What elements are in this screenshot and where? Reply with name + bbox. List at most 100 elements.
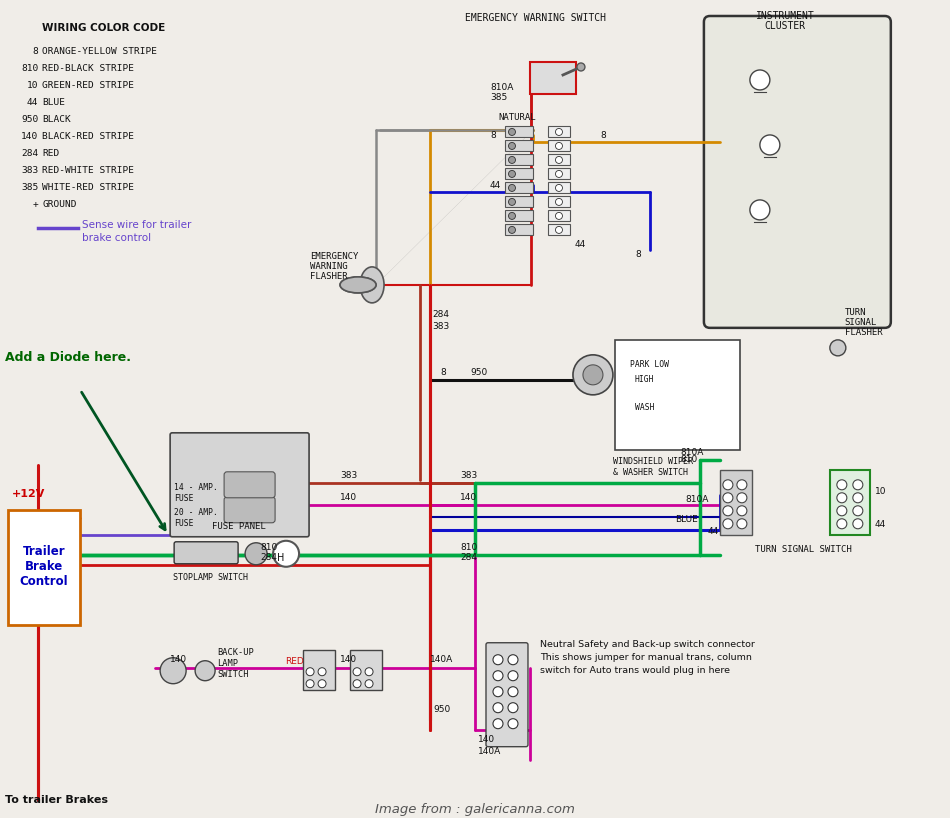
Text: 44: 44 (575, 240, 586, 249)
Text: BLACK: BLACK (42, 115, 71, 124)
Circle shape (760, 135, 780, 155)
Text: SIGNAL: SIGNAL (845, 318, 877, 327)
Text: 385: 385 (490, 93, 507, 102)
Circle shape (508, 128, 516, 136)
FancyBboxPatch shape (224, 497, 276, 523)
FancyBboxPatch shape (174, 542, 238, 564)
Text: 140: 140 (478, 735, 495, 744)
Circle shape (508, 654, 518, 665)
Ellipse shape (360, 267, 384, 303)
Bar (505, 154, 533, 165)
FancyBboxPatch shape (530, 62, 576, 94)
Bar (615, 339, 740, 450)
FancyBboxPatch shape (704, 16, 891, 328)
Circle shape (837, 480, 846, 490)
Circle shape (853, 492, 863, 503)
Text: 950: 950 (21, 115, 38, 124)
Text: RED: RED (42, 150, 60, 159)
Circle shape (245, 543, 267, 564)
Circle shape (723, 480, 732, 490)
Text: EMERGENCY: EMERGENCY (310, 253, 358, 262)
FancyBboxPatch shape (170, 433, 309, 537)
Text: TURN SIGNAL SWITCH: TURN SIGNAL SWITCH (755, 546, 851, 555)
Text: WINDSHIELD WIPER: WINDSHIELD WIPER (613, 457, 693, 466)
Circle shape (837, 492, 846, 503)
Text: 810: 810 (260, 543, 277, 552)
Text: CLUSTER: CLUSTER (765, 21, 806, 31)
Circle shape (723, 519, 732, 528)
Text: This shows jumper for manual trans, column: This shows jumper for manual trans, colu… (540, 654, 751, 663)
Text: +: + (32, 200, 38, 209)
Circle shape (508, 142, 516, 150)
Circle shape (365, 680, 373, 688)
Circle shape (737, 506, 747, 516)
Circle shape (556, 128, 562, 136)
Text: 140: 140 (340, 655, 357, 664)
Text: 8: 8 (440, 368, 446, 377)
Bar (505, 140, 533, 151)
Circle shape (583, 365, 603, 384)
Circle shape (750, 200, 770, 220)
Circle shape (853, 506, 863, 516)
Bar (548, 224, 570, 235)
Text: 284: 284 (432, 310, 449, 319)
Text: RED: RED (285, 657, 304, 666)
Circle shape (493, 671, 503, 681)
Text: EMERGENCY WARNING SWITCH: EMERGENCY WARNING SWITCH (465, 13, 606, 23)
Circle shape (737, 492, 747, 503)
Circle shape (853, 480, 863, 490)
Text: H: H (277, 553, 285, 563)
Text: FUSE: FUSE (174, 519, 194, 528)
Circle shape (556, 170, 562, 178)
Text: BLUE: BLUE (674, 515, 697, 524)
Text: HIGH: HIGH (635, 375, 655, 384)
Text: Add a Diode here.: Add a Diode here. (5, 352, 131, 364)
Text: 44: 44 (708, 528, 719, 537)
Text: FLASHER: FLASHER (845, 328, 883, 337)
Circle shape (508, 687, 518, 697)
Text: 810: 810 (21, 65, 38, 74)
Text: FUSE PANEL: FUSE PANEL (212, 522, 266, 531)
Text: FLASHER: FLASHER (310, 272, 348, 281)
Text: LAMP: LAMP (218, 659, 238, 668)
Text: BLUE: BLUE (42, 98, 66, 107)
Text: 810A: 810A (680, 448, 703, 457)
Text: STOPLAMP SWITCH: STOPLAMP SWITCH (173, 573, 248, 582)
Text: 383: 383 (340, 471, 357, 480)
Text: PARK LOW: PARK LOW (630, 361, 669, 370)
Text: ORANGE-YELLOW STRIPE: ORANGE-YELLOW STRIPE (42, 47, 157, 56)
Text: SWITCH: SWITCH (218, 670, 249, 679)
Text: 950: 950 (470, 368, 487, 377)
Circle shape (508, 213, 516, 219)
Text: 8: 8 (32, 47, 38, 56)
Text: BLACK-RED STRIPE: BLACK-RED STRIPE (42, 133, 134, 142)
Circle shape (573, 355, 613, 395)
Circle shape (556, 199, 562, 205)
Circle shape (493, 654, 503, 665)
Circle shape (723, 506, 732, 516)
Text: brake control: brake control (82, 233, 151, 243)
FancyBboxPatch shape (486, 643, 528, 747)
Bar (548, 126, 570, 137)
Circle shape (508, 184, 516, 191)
Bar (303, 649, 335, 690)
Circle shape (318, 680, 326, 688)
Bar (505, 126, 533, 137)
Text: GROUND: GROUND (42, 200, 77, 209)
Circle shape (508, 170, 516, 178)
Circle shape (353, 667, 361, 676)
Text: RED-BLACK STRIPE: RED-BLACK STRIPE (42, 65, 134, 74)
Ellipse shape (340, 276, 376, 293)
Text: 10: 10 (875, 488, 886, 497)
Text: 44: 44 (490, 182, 502, 191)
Circle shape (493, 719, 503, 729)
Circle shape (830, 339, 846, 356)
Text: WASH: WASH (635, 403, 655, 412)
Text: Image from : galericanna.com: Image from : galericanna.com (375, 803, 575, 816)
Ellipse shape (340, 276, 376, 293)
Circle shape (306, 667, 314, 676)
Text: switch for Auto trans would plug in here: switch for Auto trans would plug in here (540, 666, 730, 675)
Bar (548, 182, 570, 193)
Text: 383: 383 (21, 166, 38, 175)
Text: 140: 140 (460, 493, 477, 502)
